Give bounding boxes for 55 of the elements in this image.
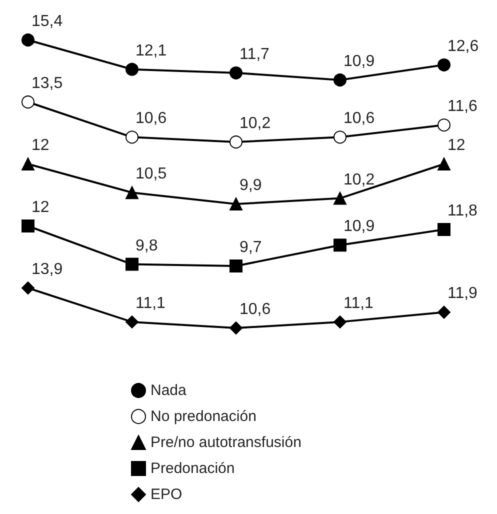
point — [22, 96, 34, 108]
point — [438, 222, 450, 236]
data-label: 10,2 — [344, 171, 375, 188]
data-label: 12 — [32, 199, 50, 216]
point — [334, 238, 346, 252]
point — [230, 322, 242, 334]
point — [438, 58, 450, 72]
legend-label: Pre/no autotransfusión — [150, 434, 302, 451]
data-label: 12,1 — [136, 42, 167, 60]
point — [334, 74, 346, 86]
data-label: 11,1 — [344, 294, 374, 312]
point — [334, 130, 346, 144]
data-label: 11,6 — [448, 98, 478, 116]
data-label: 10,9 — [344, 218, 375, 236]
point — [126, 315, 138, 328]
point — [438, 158, 450, 170]
point — [22, 282, 34, 294]
point — [334, 192, 346, 205]
point — [126, 186, 138, 200]
data-label: 12,6 — [448, 38, 479, 55]
data-label: 11,1 — [136, 294, 166, 312]
point — [230, 198, 242, 210]
data-label: 11,7 — [240, 46, 270, 63]
data-label: 13,9 — [32, 261, 63, 278]
data-label: 10,6 — [344, 110, 375, 128]
legend-label: EPO — [150, 486, 182, 503]
point — [126, 62, 138, 76]
point — [22, 220, 34, 232]
data-label: 12 — [32, 137, 50, 154]
point — [22, 34, 34, 46]
point — [438, 306, 450, 319]
point — [230, 260, 242, 272]
legend-label: No predonación — [150, 408, 256, 425]
data-label: 12 — [448, 137, 466, 154]
data-label: 10,5 — [136, 166, 167, 183]
point — [230, 136, 242, 148]
data-label: 9,7 — [240, 239, 262, 256]
point — [126, 258, 138, 271]
point — [334, 315, 346, 328]
point — [230, 66, 242, 80]
data-label: 10,2 — [240, 115, 271, 132]
point — [438, 118, 450, 132]
data-label: 13,5 — [32, 75, 63, 92]
data-label: 11,8 — [448, 202, 478, 220]
data-label: 10,6 — [240, 301, 271, 318]
data-label: 15,4 — [32, 13, 63, 30]
legend-label: Predonación — [150, 460, 235, 477]
data-label: 10,9 — [344, 53, 375, 70]
data-label: 9,8 — [136, 237, 158, 254]
legend-label: Nada — [150, 382, 188, 399]
data-label: 10,6 — [136, 110, 167, 128]
point — [126, 130, 138, 144]
data-label: 9,9 — [240, 177, 262, 194]
point — [22, 158, 34, 170]
data-label: 11,9 — [448, 285, 478, 302]
